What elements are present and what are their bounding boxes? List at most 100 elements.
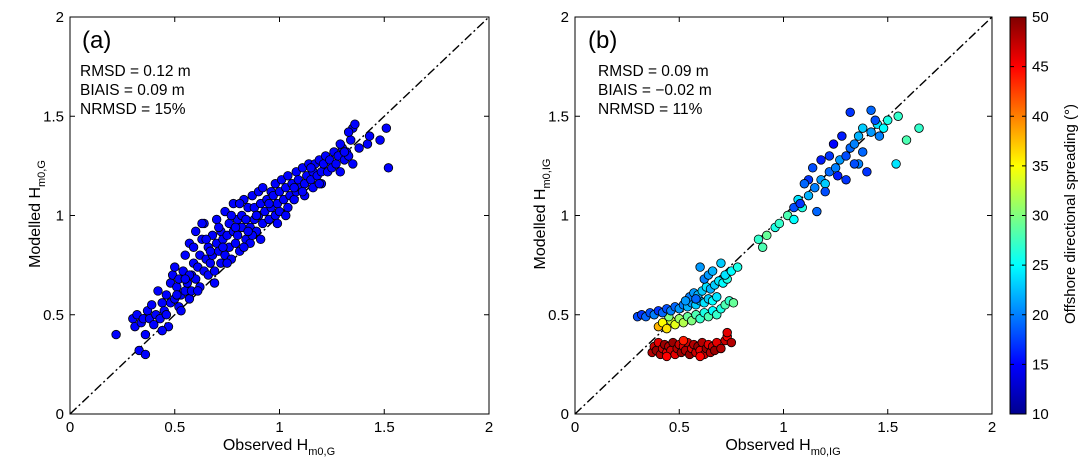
data-point-a [232, 230, 243, 241]
data-point-a [230, 222, 241, 233]
data-point-b [841, 175, 851, 185]
data-point-b [891, 159, 901, 169]
data-point-b [803, 190, 814, 201]
data-point-b [866, 127, 876, 137]
x-tick-label-b: 1 [779, 419, 787, 436]
data-point-a [383, 163, 394, 173]
data-point-b [695, 262, 705, 272]
data-point-b [691, 294, 701, 304]
data-point-a [364, 131, 375, 141]
data-point-a [184, 294, 195, 304]
data-point-b [757, 242, 768, 252]
scatter-panel-a: 0 0.5 1 1.5 2 0 0.5 1 1.5 2 (a) RMSD = 0.12 m BIA… [27, 9, 493, 458]
data-point-a [239, 242, 249, 252]
data-point-a [335, 167, 345, 177]
data-point-b [820, 179, 830, 189]
data-point-a [205, 246, 216, 256]
data-point-a [161, 310, 172, 320]
data-point-b [722, 327, 732, 338]
stat-bias-b: BIAIS = −0.02 m [598, 82, 712, 99]
reference-line-a [69, 16, 490, 415]
y-tick-label-a: 1.5 [43, 108, 64, 125]
colorbar-tick-label: 20 [1032, 307, 1049, 324]
data-point-b [695, 351, 705, 362]
data-point-b [799, 179, 810, 189]
colorbar-label: Offshore directional spreading (°) [1062, 104, 1079, 324]
y-tick-label-b: 1.5 [548, 108, 569, 125]
x-tick-label-a: 0 [66, 419, 74, 436]
x-tick-label-a: 1.5 [374, 419, 395, 436]
x-tick-label-a: 0.5 [164, 419, 185, 436]
data-point-b [866, 105, 876, 115]
data-point-a [306, 163, 316, 173]
data-point-a [172, 290, 182, 300]
x-tick-label-a: 1 [275, 419, 283, 436]
data-point-a [350, 119, 360, 129]
y-tick-label-a: 1 [56, 208, 64, 225]
scatter-panel-b: 0 0.5 1 1.5 2 0 0.5 1 1.5 2 (b) RMSD = 0.09 m BIA… [532, 9, 996, 458]
data-point-a [226, 210, 237, 221]
data-point-b [878, 123, 889, 133]
data-point-a [283, 202, 293, 213]
stat-rmsd-b: RMSD = 0.09 m [598, 63, 709, 80]
data-point-b [824, 151, 835, 161]
data-point-a [147, 300, 157, 310]
stat-bias-a: BIAIS = 0.09 m [80, 82, 185, 99]
data-point-a [197, 218, 207, 229]
data-point-a [153, 286, 163, 296]
data-point-a [375, 135, 385, 145]
data-point-b [858, 147, 868, 157]
data-point-b [716, 343, 726, 354]
data-point-b [680, 296, 691, 306]
data-point-a [172, 282, 182, 292]
data-point-b [870, 115, 880, 125]
x-tick-label-b: 1.5 [877, 419, 898, 436]
y-tick-label-b: 1 [561, 208, 569, 225]
data-point-a [281, 210, 291, 221]
x-tick-label-b: 0.5 [669, 419, 690, 436]
data-point-a [339, 147, 350, 157]
data-point-b [753, 234, 764, 245]
data-point-b [874, 131, 885, 141]
data-point-a [255, 234, 266, 245]
data-point-a [241, 214, 251, 225]
data-point-b [732, 262, 743, 272]
data-point-b [726, 337, 737, 348]
panel-label-b: (b) [588, 27, 617, 54]
data-point-a [297, 186, 308, 197]
data-point-b [774, 218, 785, 229]
x-tick-label-b: 0 [571, 419, 579, 436]
x-tick-label-b: 2 [988, 419, 996, 436]
data-point-a [180, 250, 190, 260]
data-point-a [272, 218, 283, 229]
y-tick-label-a: 0.5 [43, 307, 64, 324]
data-point-a [283, 171, 293, 181]
data-point-a [348, 159, 358, 169]
data-point-a [111, 329, 121, 340]
data-point-a [234, 198, 245, 209]
data-point-a [193, 286, 203, 296]
data-point-b [712, 292, 722, 302]
data-point-a [346, 135, 356, 145]
data-point-b [837, 131, 847, 141]
data-point-a [149, 319, 159, 330]
data-point-b [862, 167, 872, 177]
data-point-a [243, 226, 253, 237]
panel-label-a: (a) [82, 27, 111, 54]
data-point-a [335, 139, 345, 149]
colorbar-tick-label: 50 [1032, 9, 1049, 26]
y-tick-label-a: 2 [56, 9, 64, 26]
data-point-a [314, 179, 325, 189]
data-point-a [190, 226, 201, 237]
stat-nrmsd-b: NRMSD = 11% [598, 101, 703, 118]
y-tick-label-a: 0 [56, 406, 64, 423]
data-point-a [289, 194, 299, 205]
data-point-a [264, 198, 274, 209]
stat-nrmsd-a: NRMSD = 15% [80, 101, 186, 118]
data-point-b [820, 186, 830, 197]
data-point-b [662, 323, 672, 334]
data-point-b [853, 131, 864, 141]
data-point-a [161, 290, 172, 300]
data-point-a [289, 183, 299, 193]
data-point-a [157, 298, 167, 308]
